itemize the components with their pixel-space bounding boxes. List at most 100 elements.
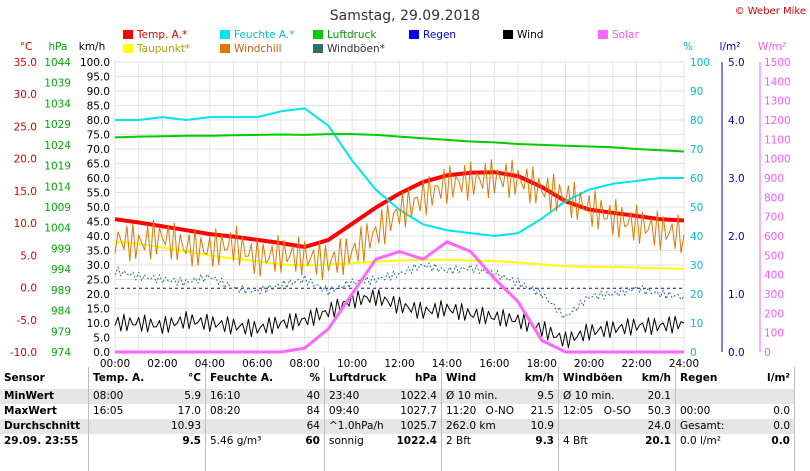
solar-tick-6: 900 bbox=[764, 173, 784, 185]
humidity-tick-6: 40 bbox=[690, 231, 703, 243]
gust-max-direction: O-SO bbox=[603, 405, 631, 417]
feuchte-min-value: 40 bbox=[306, 390, 320, 402]
solar-tick-8: 700 bbox=[764, 212, 784, 224]
legend-label-8: Windböen* bbox=[327, 43, 385, 55]
legend-label-6: Taupunkt* bbox=[136, 43, 190, 55]
regen-total-label: Gesamt: bbox=[680, 420, 725, 432]
wind-tick-7: 65.0 bbox=[87, 159, 110, 171]
legend-label-5: Solar bbox=[612, 29, 639, 41]
wind-tick-13: 35.0 bbox=[87, 246, 110, 258]
gust-max-time: 12:05 bbox=[563, 405, 594, 417]
x-tick-5: 10:00 bbox=[337, 358, 367, 367]
maxwert-label: MaxWert bbox=[4, 405, 57, 417]
sensor-header: Sensor bbox=[0, 367, 88, 389]
pressure-tick-8: 1004 bbox=[44, 223, 71, 235]
x-tick-8: 16:00 bbox=[479, 358, 509, 367]
humidity-tick-5: 50 bbox=[690, 202, 703, 214]
chart-title: Samstag, 29.09.2018 bbox=[330, 8, 480, 24]
feuchte-column: Feuchte A.% 16:10 40 08:20 84 64 5.46 g/m³… bbox=[206, 367, 324, 471]
feuchte-avg-value: 64 bbox=[306, 420, 320, 432]
wind-tick-10: 50.0 bbox=[87, 202, 110, 214]
wind-column: Wind km/h Ø 10 min. 9.5 11:20 O-NO 21.5 262.… bbox=[442, 367, 558, 471]
series-line-0 bbox=[114, 170, 685, 249]
series-line-6 bbox=[114, 289, 685, 349]
x-tick-1: 02:00 bbox=[147, 358, 177, 367]
legend-label-3: Regen bbox=[423, 29, 456, 41]
series-line-4 bbox=[114, 159, 685, 280]
pressure-trend: ^1.0hPa/h bbox=[329, 420, 384, 432]
current-time-label: 29.09. 23:55 bbox=[4, 435, 79, 447]
solar-tick-1: 1400 bbox=[764, 76, 791, 88]
rain-tick-4: 1.0 bbox=[728, 289, 745, 301]
legend-swatch-5 bbox=[598, 30, 608, 39]
legend-swatch-2 bbox=[313, 30, 323, 39]
pressure-tick-11: 989 bbox=[51, 285, 71, 297]
temp-header: Temp. A. bbox=[93, 372, 145, 384]
luftdruck-header: Luftdruck bbox=[329, 372, 387, 384]
x-tick-0: 00:00 bbox=[100, 358, 130, 367]
rain-tick-3: 2.0 bbox=[728, 231, 745, 243]
series-line-5 bbox=[114, 262, 685, 319]
wind-tick-4: 80.0 bbox=[87, 115, 110, 127]
solar-tick-14: 100 bbox=[764, 328, 784, 340]
luftdruck-max-value: 1027.7 bbox=[400, 405, 437, 417]
feuchte-min-time: 16:10 bbox=[210, 390, 241, 402]
humidity-tick-4: 60 bbox=[690, 173, 703, 185]
legend-swatch-4 bbox=[503, 30, 513, 39]
pressure-tick-14: 974 bbox=[51, 347, 71, 359]
feuchte-current-value: 60 bbox=[305, 435, 320, 447]
rain-tick-0: 5.0 bbox=[728, 57, 745, 69]
solar-tick-12: 300 bbox=[764, 289, 784, 301]
solar-tick-9: 600 bbox=[764, 231, 784, 243]
regen-total-value: 0.0 bbox=[773, 420, 790, 432]
x-tick-6: 12:00 bbox=[384, 358, 414, 367]
rain-tick-1: 4.0 bbox=[728, 115, 745, 127]
solar-tick-15: 0 bbox=[764, 347, 771, 359]
weather-chart: Samstag, 29.09.2018 © Weber Mike Temp. A.*… bbox=[10, 6, 806, 367]
humidity-tick-8: 20 bbox=[690, 289, 703, 301]
x-tick-10: 20:00 bbox=[574, 358, 604, 367]
wind-beaufort: 2 Bft bbox=[446, 435, 471, 447]
temp-avg-value: 10.93 bbox=[170, 420, 201, 432]
regen-header: Regen bbox=[680, 372, 718, 384]
legend-label-0: Temp. A.* bbox=[136, 29, 187, 41]
solar-tick-10: 500 bbox=[764, 250, 784, 262]
wind-tick-15: 25.0 bbox=[87, 275, 110, 287]
rain-tick-2: 3.0 bbox=[728, 173, 745, 185]
wind-tick-11: 45.0 bbox=[87, 217, 110, 229]
x-tick-9: 18:00 bbox=[527, 358, 557, 367]
wind-tick-12: 40.0 bbox=[87, 231, 110, 243]
wind-max-direction: O-NO bbox=[485, 405, 514, 417]
regen-time: 00:00 bbox=[680, 405, 711, 417]
wind-max-time: 11:20 bbox=[446, 405, 477, 417]
feuchte-max-time: 08:20 bbox=[210, 405, 241, 417]
solar-tick-13: 200 bbox=[764, 308, 784, 320]
humidity-tick-3: 70 bbox=[690, 144, 703, 156]
wind-run: 262.0 km bbox=[446, 420, 496, 432]
axis-unit-0: °C bbox=[20, 41, 33, 53]
wind-tick-18: 10.0 bbox=[87, 318, 110, 330]
solar-tick-4: 1100 bbox=[764, 134, 791, 146]
wind-tick-16: 20.0 bbox=[87, 289, 110, 301]
luftdruck-min-time: 23:40 bbox=[329, 390, 360, 402]
solar-tick-7: 800 bbox=[764, 192, 784, 204]
pressure-tick-4: 1024 bbox=[44, 140, 71, 152]
humidity-tick-1: 90 bbox=[690, 86, 703, 98]
forecast-text: sonnig bbox=[329, 435, 364, 447]
axis-unit-3: % bbox=[683, 41, 693, 53]
wind-daily-avg: 10.9 bbox=[530, 420, 554, 432]
temp-unit: °C bbox=[188, 372, 201, 384]
wind-tick-17: 15.0 bbox=[87, 304, 110, 316]
series-line-7 bbox=[115, 240, 684, 354]
feuchte-max-value: 84 bbox=[306, 405, 320, 417]
pressure-tick-10: 994 bbox=[51, 264, 71, 276]
axis-unit-2: km/h bbox=[79, 41, 106, 53]
feuchte-unit: % bbox=[309, 372, 320, 384]
luftdruck-max-time: 09:40 bbox=[329, 405, 360, 417]
feuchte-header: Feuchte A. bbox=[210, 372, 274, 384]
temp-current-value: 9.5 bbox=[182, 435, 201, 447]
wind-tick-5: 75.0 bbox=[87, 130, 110, 142]
legend-swatch-3 bbox=[409, 30, 419, 39]
wind-tick-6: 70.0 bbox=[87, 144, 110, 156]
solar-tick-5: 1000 bbox=[764, 154, 791, 166]
